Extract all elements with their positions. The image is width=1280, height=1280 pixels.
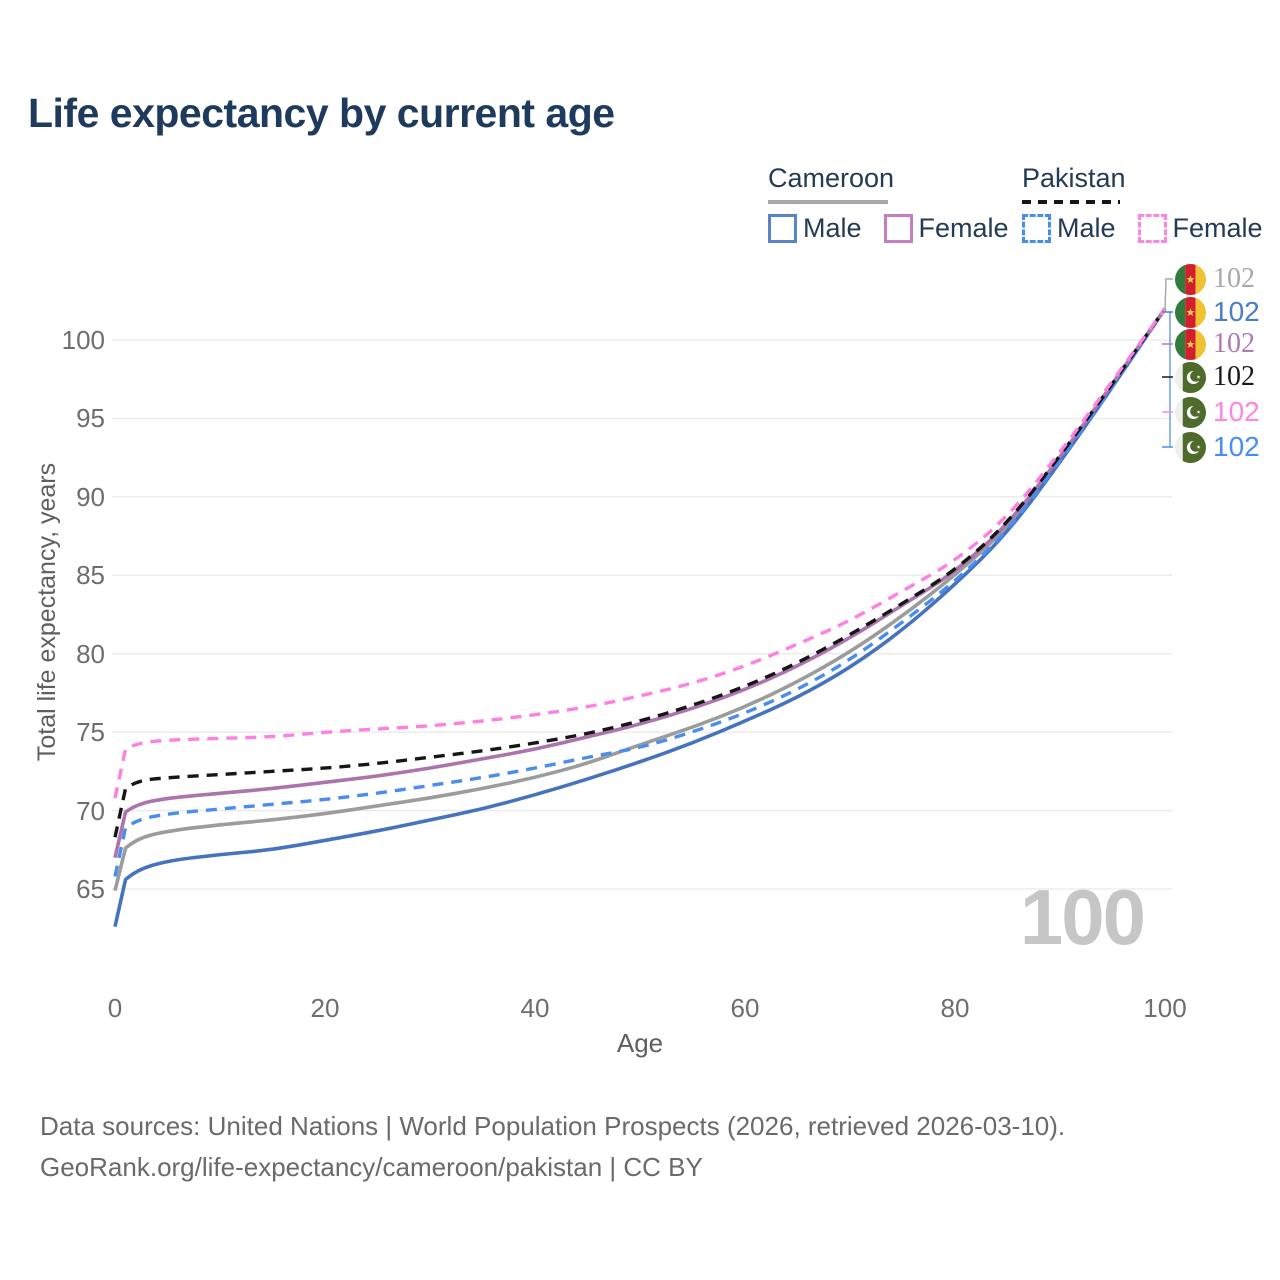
cameroon-solid-line-swatch: [768, 200, 888, 204]
y-tick-85: 85: [76, 560, 105, 591]
y-tick-90: 90: [76, 481, 105, 512]
legend-label-pakistan-female: Female: [1172, 213, 1263, 243]
series-line-cameroon-all[interactable]: [113, 307, 1167, 892]
end-label-value: 102: [1213, 328, 1255, 359]
legend-label-cameroon-male: Male: [803, 213, 862, 243]
legend-label-cameroon-female: Female: [918, 213, 1009, 243]
pakistan-flag-icon: [1175, 361, 1206, 393]
y-tick-100: 100: [61, 325, 105, 355]
pakistan-male-swatch-icon: [1022, 214, 1051, 243]
leader-line-top: [1164, 278, 1173, 311]
cameroon-flag-icon: [1175, 328, 1206, 360]
x-tick-20: 20: [310, 993, 340, 1023]
legend-title-pakistan: Pakistan: [1022, 163, 1126, 193]
end-label-row-pakistan-3: 102: [1175, 361, 1255, 393]
legend-item-pakistan-female[interactable]: Female: [1137, 213, 1263, 244]
x-tick-100: 100: [1143, 993, 1187, 1023]
x-tick-60: 60: [730, 993, 760, 1023]
y-tick-75: 75: [76, 717, 105, 748]
legend-item-pakistan-male[interactable]: Male: [1022, 213, 1116, 244]
x-tick-0: 0: [107, 993, 123, 1023]
end-label-value: 102: [1213, 361, 1255, 392]
footer-line-2: GeoRank.org/life-expectancy/cameroon/pak…: [40, 1152, 703, 1182]
end-label-row-cameroon-1: 102: [1175, 296, 1260, 328]
legend-group-cameroon: Cameroon Male Female: [768, 163, 1031, 244]
y-tick-95: 95: [76, 403, 105, 434]
legend-item-cameroon-female[interactable]: Female: [883, 213, 1009, 244]
x-axis-title: Age: [616, 1028, 664, 1058]
footer-line-1: Data sources: United Nations | World Pop…: [40, 1111, 1066, 1141]
y-tick-70: 70: [76, 795, 105, 826]
x-tick-40: 40: [520, 993, 550, 1023]
y-tick-65: 65: [76, 874, 105, 904]
pakistan-female-swatch-icon: [1137, 214, 1167, 243]
cameroon-flag-icon: [1175, 296, 1206, 328]
y-tick-80: 80: [76, 638, 105, 669]
series-line-pakistan-female[interactable]: [113, 307, 1167, 799]
legend-item-cameroon-male[interactable]: Male: [768, 213, 862, 244]
legend-label-pakistan-male: Male: [1057, 213, 1116, 243]
end-label-row-pakistan-5: 102: [1175, 431, 1260, 463]
pakistan-flag-icon: [1175, 396, 1206, 428]
series-line-cameroon-female[interactable]: [113, 307, 1167, 859]
cameroon-flag-icon: [1175, 263, 1206, 295]
end-label-row-cameroon-2: 102: [1175, 328, 1255, 360]
end-label-value: 102: [1213, 263, 1255, 294]
series-line-pakistan-all[interactable]: [113, 307, 1167, 838]
pakistan-flag-icon: [1175, 431, 1206, 463]
age-counter-watermark: 100: [1019, 873, 1146, 961]
page-title: Life expectancy by current age: [28, 90, 615, 136]
data-source-footer: Data sources: United Nations | World Pop…: [40, 1106, 1065, 1188]
end-label-value: 102: [1213, 296, 1260, 327]
y-axis-title: Total life expectancy, years: [33, 462, 61, 762]
x-tick-80: 80: [940, 993, 970, 1023]
legend-group-pakistan: Pakistan Male Female: [1022, 163, 1280, 244]
end-label-value: 102: [1213, 396, 1260, 427]
series-line-pakistan-male[interactable]: [113, 307, 1167, 877]
cameroon-male-swatch-icon: [768, 214, 797, 243]
legend-title-cameroon: Cameroon: [768, 163, 895, 193]
cameroon-female-swatch-icon: [883, 214, 913, 243]
pakistan-dashed-line-swatch: [1022, 200, 1120, 204]
end-label-value: 102: [1213, 431, 1260, 462]
end-label-row-cameroon-0: 102: [1175, 263, 1255, 295]
series-line-cameroon-male[interactable]: [113, 307, 1167, 928]
end-label-row-pakistan-4: 102: [1175, 396, 1260, 428]
